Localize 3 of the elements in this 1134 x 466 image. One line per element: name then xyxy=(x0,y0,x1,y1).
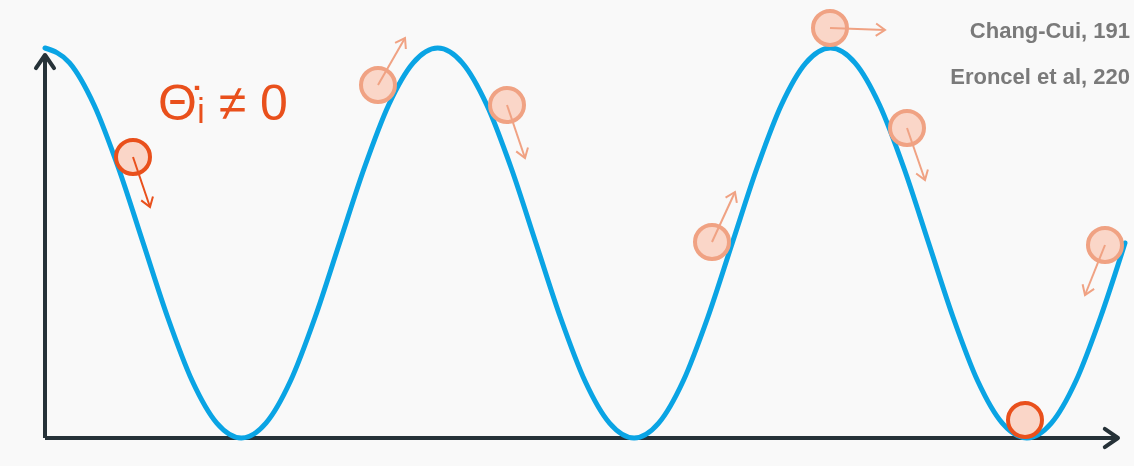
annotation: Eroncel et al, 220 xyxy=(950,64,1130,89)
text: Chang-Cui, 191 xyxy=(969,18,1130,43)
annotation: Θ̇ᵢ ≠ 0 xyxy=(158,75,288,131)
